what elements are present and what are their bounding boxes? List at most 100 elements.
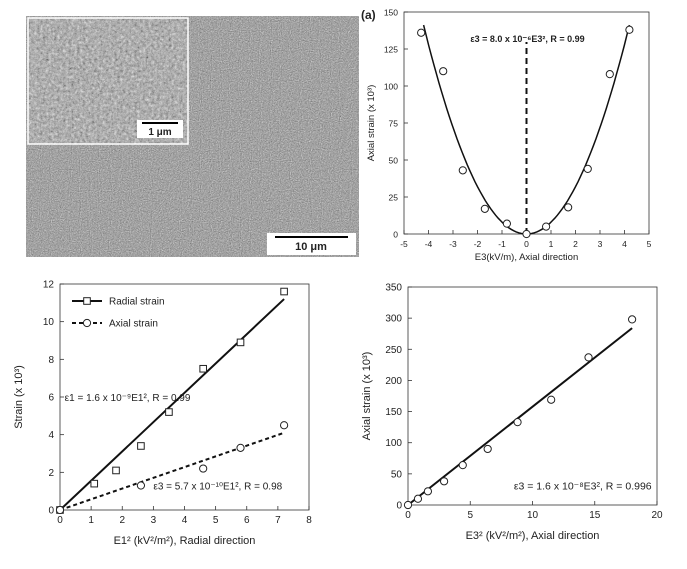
x-tick-label: -3 — [449, 239, 457, 249]
y-tick-label: 50 — [389, 156, 399, 166]
data-point-radial — [236, 338, 245, 347]
x-tick-label: 6 — [244, 515, 250, 526]
x-tick-label: 1 — [88, 515, 94, 526]
data-point — [564, 203, 573, 212]
y-tick-label: 12 — [43, 280, 55, 291]
main-scale-bar: 10 μm — [267, 233, 356, 255]
x-tick-label: -1 — [498, 239, 506, 249]
data-point — [502, 219, 511, 228]
legend-label: Radial strain — [109, 297, 165, 308]
data-point-radial — [137, 442, 145, 450]
x-tick-label: 5 — [467, 510, 473, 521]
x-tick-label: 7 — [275, 515, 281, 526]
y-tick-label: 25 — [389, 193, 399, 203]
y-tick-label: 10 — [43, 317, 55, 328]
legend-marker — [82, 318, 92, 328]
data-point — [483, 444, 492, 454]
data-point — [628, 315, 637, 324]
data-point — [417, 28, 426, 37]
data-point — [513, 418, 522, 427]
y-tick-label: 2 — [48, 468, 54, 479]
data-point — [440, 477, 449, 486]
y-tick-label: 0 — [48, 506, 54, 517]
data-point — [584, 353, 593, 362]
x-tick-label: 4 — [182, 515, 188, 526]
x-tick-label: 2 — [119, 515, 125, 526]
x-tick-label: -4 — [425, 239, 433, 249]
plot-frame — [407, 286, 658, 506]
data-point — [605, 70, 614, 79]
fit-annotation-radial: ε1 = 1.6 x 10⁻⁹E1², R = 0.99 — [65, 393, 191, 404]
data-point-axial — [55, 505, 65, 515]
y-tick-label: 75 — [389, 119, 399, 129]
data-point — [480, 204, 489, 213]
y-tick-label: 200 — [385, 376, 402, 387]
data-point — [542, 222, 551, 231]
main-scale-label: 10 μm — [295, 241, 327, 253]
y-tick-label: 100 — [384, 82, 398, 92]
data-point-axial — [136, 481, 146, 490]
data-point — [458, 461, 467, 470]
y-axis-label: Axial strain (x 10³) — [361, 352, 373, 441]
x-tick-label: -5 — [400, 239, 408, 249]
y-tick-label: 300 — [385, 314, 402, 325]
data-point-radial — [280, 287, 288, 296]
x-tick-label: 4 — [622, 239, 627, 249]
data-point-radial — [112, 466, 120, 475]
x-axis-label: E1² (kV²/m²), Radial direction — [114, 535, 256, 547]
y-tick-label: 350 — [385, 283, 402, 294]
x-tick-label: 5 — [647, 239, 652, 249]
data-point-axial — [280, 421, 289, 430]
y-tick-label: 50 — [391, 469, 403, 480]
y-tick-label: 6 — [48, 393, 54, 404]
fit-annotation-axial: ε3 = 5.7 x 10⁻¹⁰E1², R = 0.98 — [153, 481, 282, 492]
x-tick-label: 2 — [573, 239, 578, 249]
y-axis-label: Strain (x 10³) — [13, 365, 25, 429]
chart-1: -5 -4 -3 -2 -1 0 1 2 3 4 50255075100125150E3(kV/m)… — [361, 8, 652, 264]
data-point — [439, 67, 448, 76]
x-tick-label: 15 — [589, 510, 601, 521]
data-point — [403, 500, 413, 510]
x-tick-label: 1 — [549, 239, 554, 249]
data-point-axial — [199, 464, 208, 473]
y-tick-label: 250 — [385, 345, 402, 356]
x-tick-label: -2 — [474, 239, 482, 249]
data-point-radial — [90, 479, 99, 488]
x-axis-label: E3(kV/m), Axial direction — [475, 252, 578, 263]
sem-texture: 1 μm 10 μm — [26, 16, 359, 257]
data-point — [413, 494, 423, 503]
sem-micrograph: 1 μm 10 μm — [26, 16, 359, 257]
x-tick-label: 0 — [524, 239, 529, 249]
panel-label: (a) — [361, 8, 376, 22]
x-tick-label: 0 — [405, 510, 411, 521]
y-tick-label: 150 — [384, 8, 398, 18]
y-axis-label: Axial strain (x 10³) — [366, 85, 377, 162]
fit-line-axial — [59, 431, 285, 511]
x-tick-label: 8 — [306, 515, 312, 526]
x-tick-label: 20 — [651, 510, 663, 521]
fit-line-radial — [59, 298, 285, 511]
y-tick-label: 8 — [48, 355, 54, 366]
y-tick-label: 150 — [385, 407, 402, 418]
x-tick-label: 5 — [213, 515, 219, 526]
inset-scale-label: 1 μm — [148, 127, 171, 138]
fit-annotation: ε3 = 1.6 x 10⁻⁸E3², R = 0.996 — [514, 480, 652, 492]
x-tick-label: 0 — [57, 515, 63, 526]
data-point — [583, 164, 592, 173]
x-axis-label: E3² (kV²/m²), Axial direction — [466, 530, 600, 542]
fit-line — [407, 327, 633, 506]
data-point — [458, 166, 467, 175]
legend: Radial strain Axial strain — [72, 297, 165, 330]
fit-annotation: ε3 = 8.0 x 10⁻⁶E3², R = 0.99 — [470, 34, 584, 44]
x-tick-label: 3 — [151, 515, 157, 526]
data-point — [625, 25, 634, 34]
sem-inset: 1 μm — [27, 17, 189, 145]
legend-marker — [83, 297, 91, 305]
data-point — [547, 395, 556, 404]
legend-label: Axial strain — [109, 319, 158, 330]
y-tick-label: 100 — [385, 438, 402, 449]
data-point — [522, 229, 531, 239]
